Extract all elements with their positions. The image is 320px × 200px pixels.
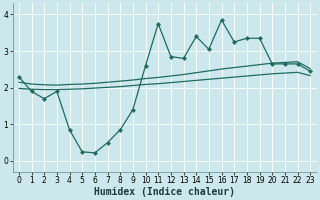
X-axis label: Humidex (Indice chaleur): Humidex (Indice chaleur) xyxy=(94,186,235,197)
